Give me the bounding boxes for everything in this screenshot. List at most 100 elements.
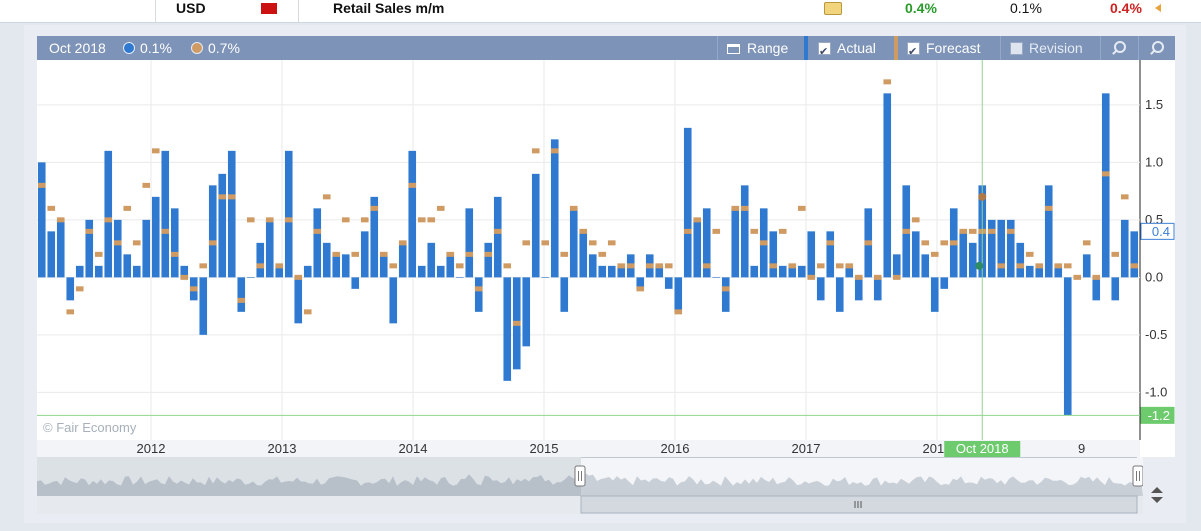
forecast-mark <box>37 182 46 188</box>
actual-bar <box>379 254 388 278</box>
forecast-mark <box>807 274 816 280</box>
impact-icon[interactable] <box>261 3 277 14</box>
revision-toggle[interactable]: Revision <box>1010 36 1083 60</box>
actual-bar <box>1120 219 1129 278</box>
forecast-checkbox[interactable] <box>907 40 920 64</box>
actual-value: 0.4% <box>905 0 937 16</box>
actual-bar <box>123 254 132 278</box>
forecast-mark <box>180 274 189 280</box>
forecast-mark <box>1101 171 1110 177</box>
forecast-toggle-label: Forecast <box>926 40 981 56</box>
forecast-mark <box>436 205 445 211</box>
actual-bar <box>360 231 369 278</box>
revision-checkbox[interactable] <box>1010 42 1023 55</box>
actual-bar <box>370 196 379 278</box>
forecast-mark <box>731 205 740 211</box>
actual-bar <box>1111 277 1120 301</box>
range-button[interactable]: Range <box>727 36 788 60</box>
event-title[interactable]: Retail Sales m/m <box>333 0 445 16</box>
actual-bar <box>560 277 569 312</box>
forecast-mark <box>864 240 873 246</box>
forecast-mark <box>56 217 65 223</box>
retail-sales-chart[interactable]: 1.51.00.50.0-0.5-1.0 2012 2013 2014 2015 201… <box>37 60 1175 457</box>
x-axis-band <box>37 440 1140 457</box>
forecast-mark <box>778 228 787 234</box>
column-divider <box>155 0 156 22</box>
forecast-mark <box>104 217 113 223</box>
navigator-series <box>37 472 1143 496</box>
x-tick-label: 2018 <box>923 441 952 456</box>
actual-bar <box>674 277 683 312</box>
forecast-mark <box>379 251 388 257</box>
range-navigator[interactable] <box>37 457 1143 514</box>
forecast-mark <box>85 228 94 234</box>
axis-marker-label: 0.4 <box>1152 224 1170 239</box>
actual-bar <box>683 127 692 278</box>
actual-bar <box>303 265 312 278</box>
scrollbar-thumb[interactable] <box>580 495 1138 514</box>
forecast-mark <box>512 320 521 326</box>
forecast-mark <box>1006 228 1015 234</box>
x-tick-label: 2014 <box>399 441 428 456</box>
forecast-mark <box>484 251 493 257</box>
forecast-mark <box>142 182 151 188</box>
forecast-mark <box>265 217 274 223</box>
actual-bar <box>531 173 540 278</box>
cursor-x-label: Oct 2018 <box>956 441 1009 456</box>
actual-bar <box>807 231 816 278</box>
actual-bar <box>332 254 341 278</box>
y-tick-label: 1.0 <box>1145 154 1163 169</box>
actual-bar <box>66 277 75 301</box>
actual-bar <box>731 208 740 278</box>
forecast-mark <box>626 263 635 269</box>
actual-bar <box>712 277 721 278</box>
forecast-mark <box>493 228 502 234</box>
forecast-mark <box>883 79 892 85</box>
actual-bar <box>930 277 939 312</box>
forecast-mark <box>788 263 797 269</box>
actual-bar <box>85 219 94 278</box>
actual-bar <box>113 219 122 278</box>
cursor-forecast-point <box>978 192 987 201</box>
scroll-arrows-icon[interactable] <box>1150 487 1164 505</box>
forecast-mark <box>303 309 312 315</box>
actual-bar <box>294 277 303 324</box>
navigator-left-handle[interactable] <box>574 465 586 487</box>
forecast-mark <box>655 263 664 269</box>
forecast-mark <box>313 228 322 234</box>
forecast-mark <box>446 251 455 257</box>
navigator-mask <box>37 457 581 496</box>
forecast-mark <box>636 286 645 292</box>
actual-bar <box>237 277 246 312</box>
forecast-mark <box>797 205 806 211</box>
forecast-mark <box>275 263 284 269</box>
navigator-right-handle[interactable] <box>1132 465 1143 487</box>
actual-bar <box>75 265 84 278</box>
forecast-mark <box>417 217 426 223</box>
actual-bar <box>94 265 103 278</box>
actual-bar <box>778 265 787 278</box>
forecast-mark <box>47 205 56 211</box>
actual-bar <box>170 208 179 278</box>
actual-bar <box>341 254 350 278</box>
x-tick-label: 2015 <box>530 441 559 456</box>
actual-checkbox[interactable] <box>818 40 831 64</box>
forecast-mark <box>427 217 436 223</box>
actual-bar <box>256 242 265 278</box>
forecast-toggle[interactable]: Forecast <box>907 36 981 64</box>
revision-arrow-icon <box>1155 4 1161 12</box>
actual-bar <box>1063 277 1072 416</box>
forecast-mark <box>997 263 1006 269</box>
period-label: Oct 2018 <box>49 40 106 56</box>
forecast-mark <box>294 274 303 280</box>
actual-toggle[interactable]: Actual <box>818 36 876 64</box>
detail-folder-icon[interactable] <box>824 2 842 15</box>
actual-bar <box>769 231 778 278</box>
actual-bar <box>275 265 284 278</box>
forecast-mark <box>465 251 474 257</box>
revision-toggle-label: Revision <box>1029 40 1083 56</box>
actual-bar <box>921 254 930 278</box>
forecast-mark <box>94 251 103 257</box>
forecast-mark <box>645 263 654 269</box>
axis-marker-box <box>1140 406 1175 424</box>
